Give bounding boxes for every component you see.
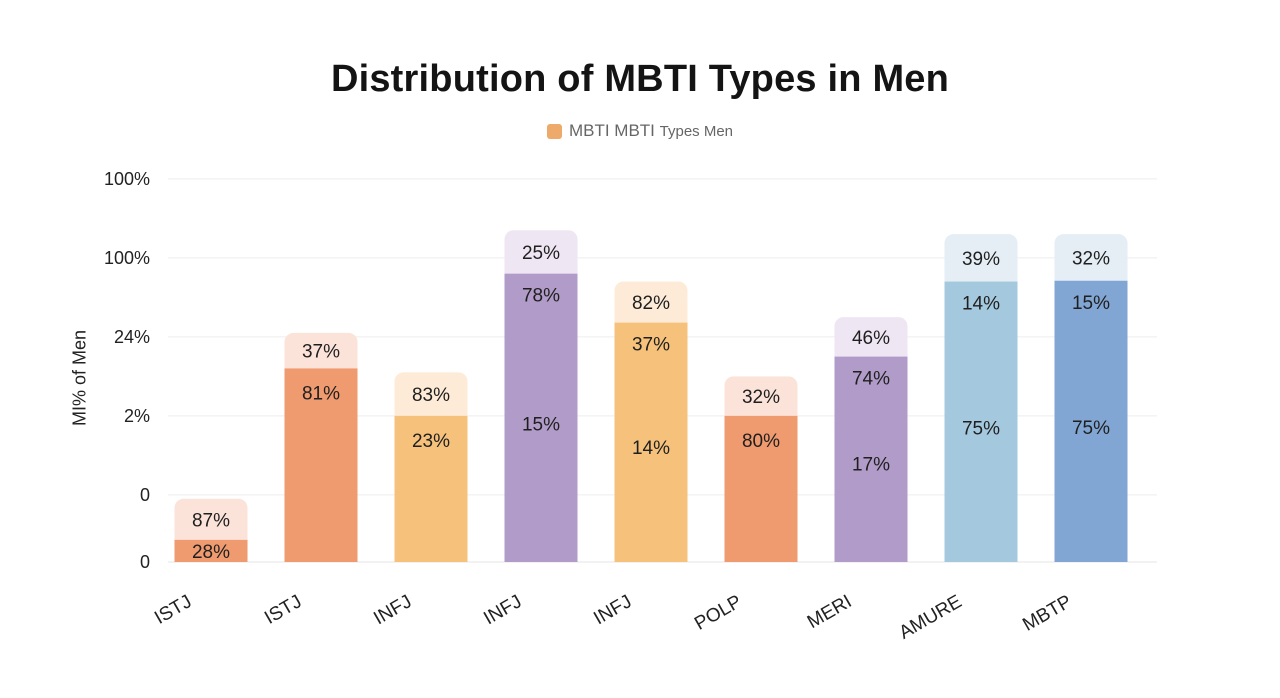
legend-label-small: Types Men bbox=[659, 122, 734, 140]
legend-label-main: MBTI MBTI bbox=[568, 121, 655, 140]
bar bbox=[944, 281, 1018, 562]
x-tick-label: INFJ bbox=[590, 591, 635, 629]
data-label: 37% bbox=[302, 342, 340, 363]
x-tick-label: INFJ bbox=[480, 591, 525, 629]
data-label: 75% bbox=[962, 418, 1000, 439]
data-label: 15% bbox=[522, 415, 560, 436]
data-label: 32% bbox=[742, 387, 780, 408]
y-tick-label: 24% bbox=[114, 327, 150, 347]
data-label: 78% bbox=[522, 286, 560, 307]
y-tick-label: 2% bbox=[124, 406, 150, 426]
data-label: 87% bbox=[192, 510, 230, 531]
data-label: 15% bbox=[1072, 293, 1110, 314]
legend: MBTI MBTI Types Men bbox=[0, 121, 1280, 141]
x-tick-label: AMURE bbox=[896, 591, 966, 643]
bar bbox=[1054, 280, 1128, 562]
data-label: 74% bbox=[852, 369, 890, 390]
bar bbox=[504, 273, 578, 562]
data-label: 23% bbox=[412, 431, 450, 452]
data-label: 83% bbox=[412, 385, 450, 406]
y-tick-label: 0 bbox=[140, 485, 150, 505]
data-label: 14% bbox=[962, 294, 1000, 315]
data-label: 14% bbox=[632, 438, 670, 459]
x-tick-label: INFJ bbox=[370, 591, 415, 629]
y-tick-label: 100% bbox=[104, 169, 150, 189]
data-label: 17% bbox=[852, 454, 890, 475]
y-tick-label: 0 bbox=[140, 552, 150, 572]
bar bbox=[614, 322, 688, 562]
bar bbox=[174, 539, 248, 562]
data-label: 80% bbox=[742, 431, 780, 452]
x-tick-label: POLP bbox=[691, 591, 745, 635]
x-tick-label: MERI bbox=[804, 591, 856, 633]
x-tick-label: ISTJ bbox=[151, 591, 195, 629]
x-tick-label: MBTP bbox=[1019, 591, 1075, 636]
chart-title: Distribution of MBTI Types in Men bbox=[330, 58, 950, 100]
bar bbox=[724, 415, 798, 562]
bar bbox=[394, 415, 468, 562]
bar bbox=[284, 368, 358, 562]
data-label: 75% bbox=[1072, 418, 1110, 439]
data-label: 46% bbox=[852, 328, 890, 349]
legend-swatch bbox=[546, 123, 562, 139]
data-label: 32% bbox=[1072, 248, 1110, 269]
bar bbox=[834, 356, 908, 562]
data-label: 25% bbox=[522, 243, 560, 264]
data-label: 28% bbox=[192, 542, 230, 563]
data-label: 82% bbox=[632, 293, 670, 314]
data-label: 81% bbox=[302, 383, 340, 404]
y-tick-label: 100% bbox=[104, 248, 150, 268]
x-tick-label: ISTJ bbox=[261, 591, 305, 629]
data-label: 39% bbox=[962, 249, 1000, 270]
data-label: 37% bbox=[632, 335, 670, 356]
